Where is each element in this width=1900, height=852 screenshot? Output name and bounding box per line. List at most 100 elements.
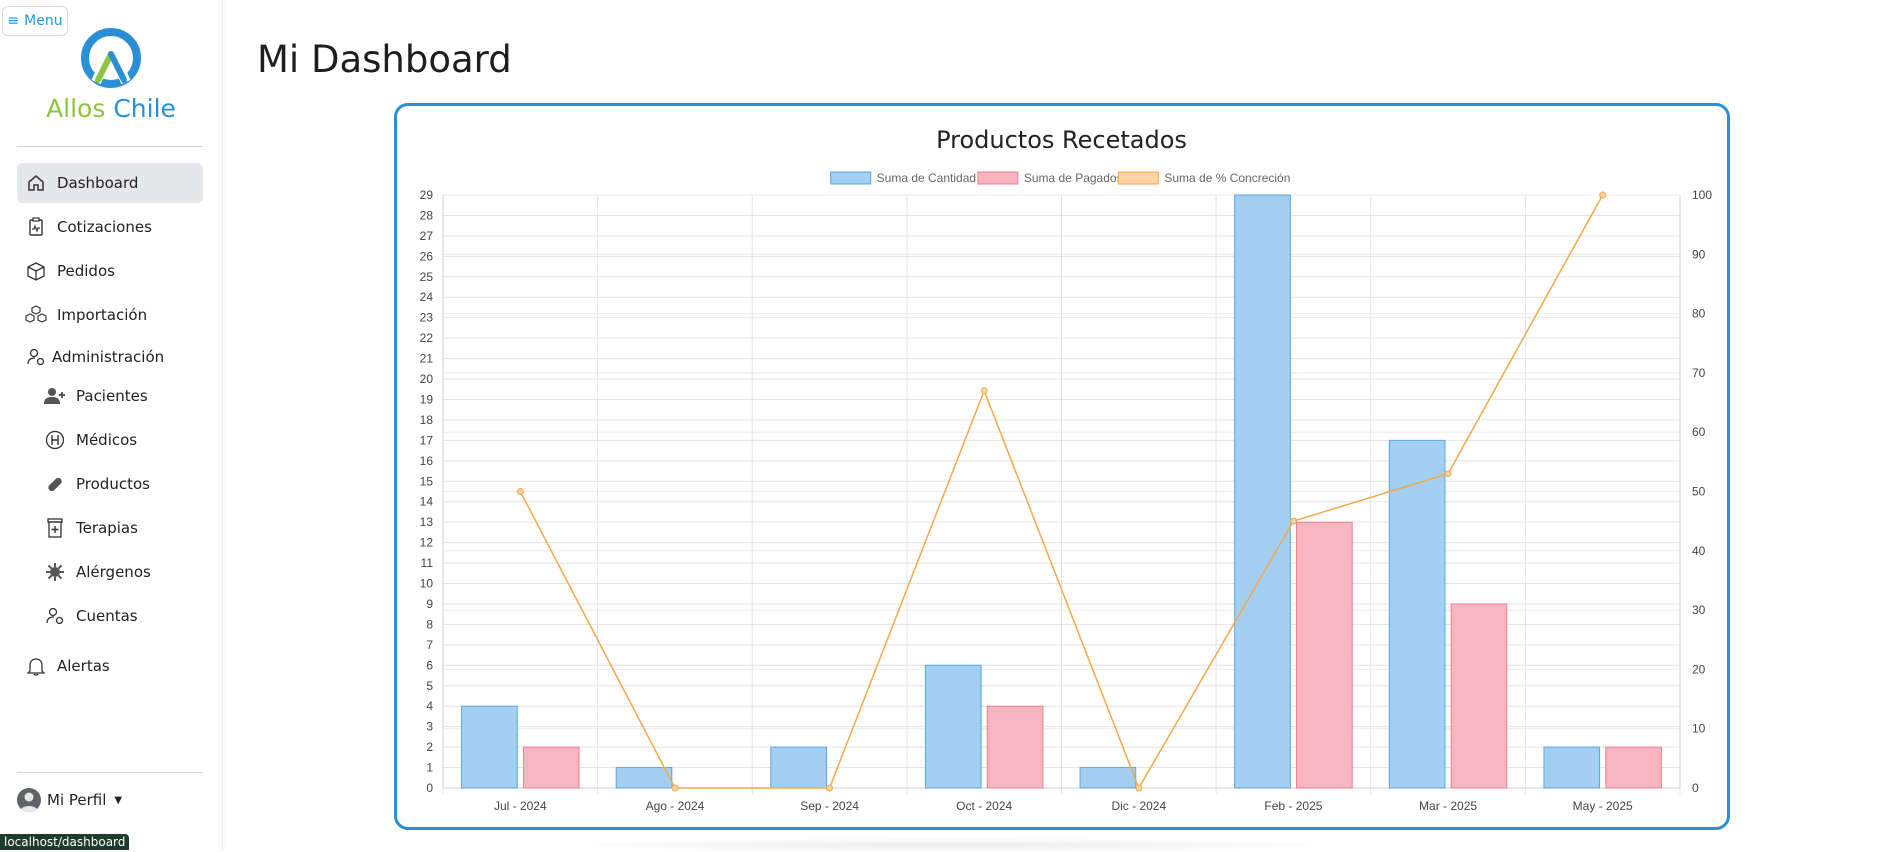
y-left-tick-label: 8 [426,617,433,631]
legend-label: Suma de Cantidad [877,171,976,185]
status-url: localhost/dashboard [0,834,130,850]
y-left-tick-label: 18 [420,413,434,427]
point-concrecion [1135,784,1143,792]
sidebar-item-terapias[interactable]: Terapias [36,508,204,548]
line-concrecion [519,194,1604,790]
x-tick-label: Sep - 2024 [800,799,859,813]
x-tick-label: Oct - 2024 [956,799,1012,813]
profile-menu[interactable]: Mi Perfil ▼ [17,788,122,812]
x-tick-label: Ago - 2024 [646,799,705,813]
y-right-tick-label: 40 [1692,544,1706,558]
y-left-tick-label: 6 [426,658,433,672]
y-left-tick-label: 3 [426,720,433,734]
point-concrecion [1289,517,1297,525]
y-left-tick-label: 5 [426,679,433,693]
point-concrecion [671,784,679,792]
y-left-tick-label: 4 [426,699,433,713]
point-concrecion [1444,470,1452,478]
legend-swatch [1117,171,1159,185]
bar-pagados [522,746,580,789]
bar-pagados [986,705,1044,789]
chart-title: Productos Recetados [936,126,1187,154]
sidebar-item-dashboard[interactable]: Dashboard [17,163,203,203]
legend-swatch [977,171,1019,185]
y-right-tick-label: 60 [1692,425,1706,439]
y-left-tick-label: 24 [420,290,434,304]
y-left-tick-label: 12 [420,536,434,550]
logo-word-chile: Chile [113,94,176,123]
y-left-tick-label: 10 [420,577,434,591]
y-left-tick-label: 14 [420,495,434,509]
hospital-h-icon [44,429,66,451]
sidebar-item-pedidos[interactable]: Pedidos [17,251,203,291]
logo-word-allos: Allos [46,94,106,123]
sidebar-item-label: Alérgenos [76,563,151,581]
user-gear-icon [25,346,47,368]
sidebar-item-alertas[interactable]: Alertas [17,646,203,686]
sidebar-item-label: Alertas [57,657,110,675]
y-left-tick-label: 28 [420,208,434,222]
home-icon [25,172,47,194]
sidebar-divider-top [17,146,203,147]
bar-cantidad [1234,194,1291,789]
y-right-tick-label: 70 [1692,366,1706,380]
logo [76,28,146,94]
bar-cantidad [1388,439,1446,789]
x-tick-label: Feb - 2025 [1264,799,1322,813]
sidebar-item-productos[interactable]: Productos [36,464,204,504]
x-tick-label: Jul - 2024 [494,799,547,813]
y-left-tick-label: 2 [426,740,433,754]
y-left-tick-label: 23 [420,311,434,325]
sidebar-item-label: Administración [52,348,165,366]
y-right-tick-label: 10 [1692,722,1706,736]
sidebar-item-label: Productos [76,475,150,493]
legend-swatch [830,171,872,185]
box-icon [25,260,47,282]
menu-label: Menu [24,13,63,29]
y-left-tick-label: 16 [420,454,434,468]
clipboard-pulse-icon [25,216,47,238]
y-left-tick-label: 25 [420,270,434,284]
sidebar-item-administracion[interactable]: Administración [17,337,203,377]
point-concrecion [1599,191,1607,199]
y-left-tick-label: 1 [426,761,433,775]
y-right-tick-label: 80 [1692,307,1706,321]
sidebar-item-cotizaciones[interactable]: Cotizaciones [17,207,203,247]
sidebar-item-medicos[interactable]: Médicos [36,420,204,460]
user-plus-icon [44,385,66,407]
y-left-tick-label: 13 [420,515,434,529]
y-left-tick-label: 0 [426,781,433,795]
y-left-tick-label: 17 [420,433,434,447]
chart-svg: Productos Recetados Suma de Cantidad Suma … [420,126,1713,813]
pill-bottle-icon [44,517,66,539]
bar-pagados [1605,746,1662,789]
y-right-tick-label: 100 [1692,188,1712,202]
y-right-tick-label: 20 [1692,662,1706,676]
user-gear-icon [44,605,66,627]
point-concrecion [516,488,524,495]
boxes-icon [25,304,47,326]
y-left-tick-label: 19 [420,392,434,406]
page-title: Mi Dashboard [257,38,512,81]
bar-cantidad [1543,746,1601,789]
bell-icon [25,655,47,677]
sidebar-item-label: Terapias [76,519,138,537]
sidebar-item-label: Cuentas [76,607,138,625]
x-tick-label: Mar - 2025 [1419,799,1477,813]
chart-card: Productos Recetados Suma de Cantidad Suma … [394,103,1730,830]
y-left-tick-label: 26 [420,249,434,263]
menu-button[interactable]: ≡ Menu [2,6,68,36]
bar-pagados [1450,603,1508,789]
y-left-tick-label: 7 [426,638,433,652]
y-right-tick-label: 0 [1692,781,1699,795]
sidebar-item-importacion[interactable]: Importación [17,295,203,335]
sidebar-item-pacientes[interactable]: Pacientes [36,376,204,416]
legend-label: Suma de Pagados [1024,171,1123,185]
sidebar-item-cuentas[interactable]: Cuentas [36,596,204,636]
bar-pagados [1296,521,1353,789]
sidebar-item-alergenos[interactable]: Alérgenos [36,552,204,592]
y-left-tick-label: 11 [421,556,434,570]
point-concrecion [980,387,988,395]
y-left-tick-label: 27 [420,229,434,243]
sidebar: ≡ Menu Allos Chile Dashboard Cotizacione… [0,0,223,850]
